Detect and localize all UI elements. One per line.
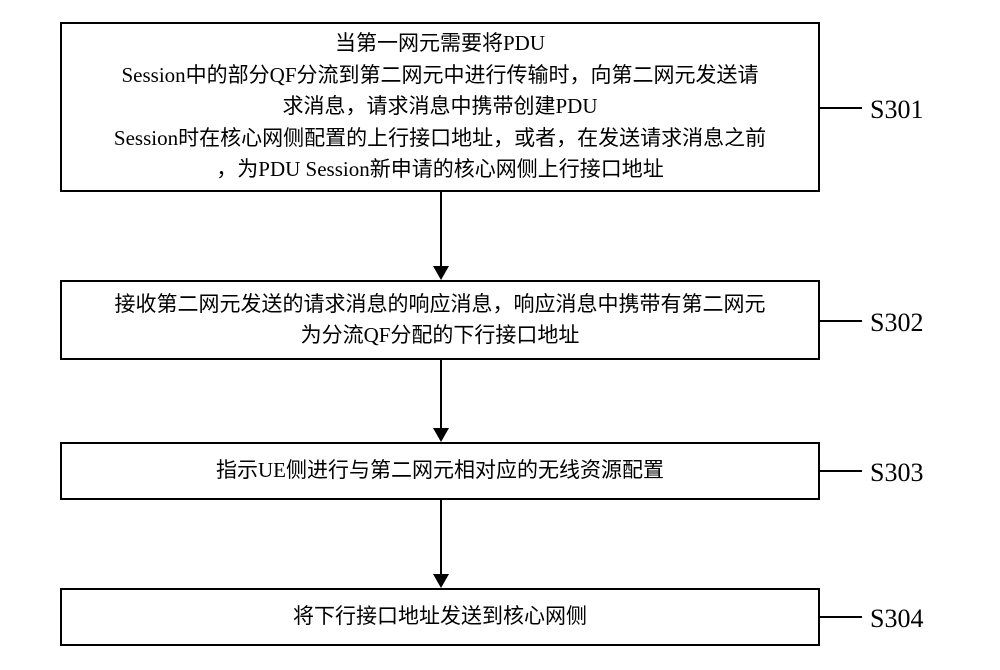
flow-box-1: 当第一网元需要将PDU Session中的部分QF分流到第二网元中进行传输时，向… [60,22,820,192]
flow-box-3: 指示UE侧进行与第二网元相对应的无线资源配置 [60,442,820,500]
arrow-3 [440,500,442,588]
arrow-2 [440,360,442,442]
flow-box-4: 将下行接口地址发送到核心网侧 [60,588,820,646]
connector-2 [820,320,862,322]
step-label-2: S302 [870,308,923,338]
flow-box-text: 当第一网元需要将PDU Session中的部分QF分流到第二网元中进行传输时，向… [114,28,766,186]
connector-4 [820,616,862,618]
connector-3 [820,470,862,472]
arrow-1 [440,192,442,280]
flowchart-canvas: 当第一网元需要将PDU Session中的部分QF分流到第二网元中进行传输时，向… [0,0,1000,670]
connector-1 [820,107,862,109]
flow-box-text: 将下行接口地址发送到核心网侧 [293,601,587,633]
flow-box-text: 接收第二网元发送的请求消息的响应消息，响应消息中携带有第二网元 为分流QF分配的… [115,289,766,352]
flow-box-2: 接收第二网元发送的请求消息的响应消息，响应消息中携带有第二网元 为分流QF分配的… [60,280,820,360]
flow-box-text: 指示UE侧进行与第二网元相对应的无线资源配置 [216,455,664,487]
step-label-3: S303 [870,458,923,488]
step-label-4: S304 [870,604,923,634]
step-label-1: S301 [870,95,923,125]
